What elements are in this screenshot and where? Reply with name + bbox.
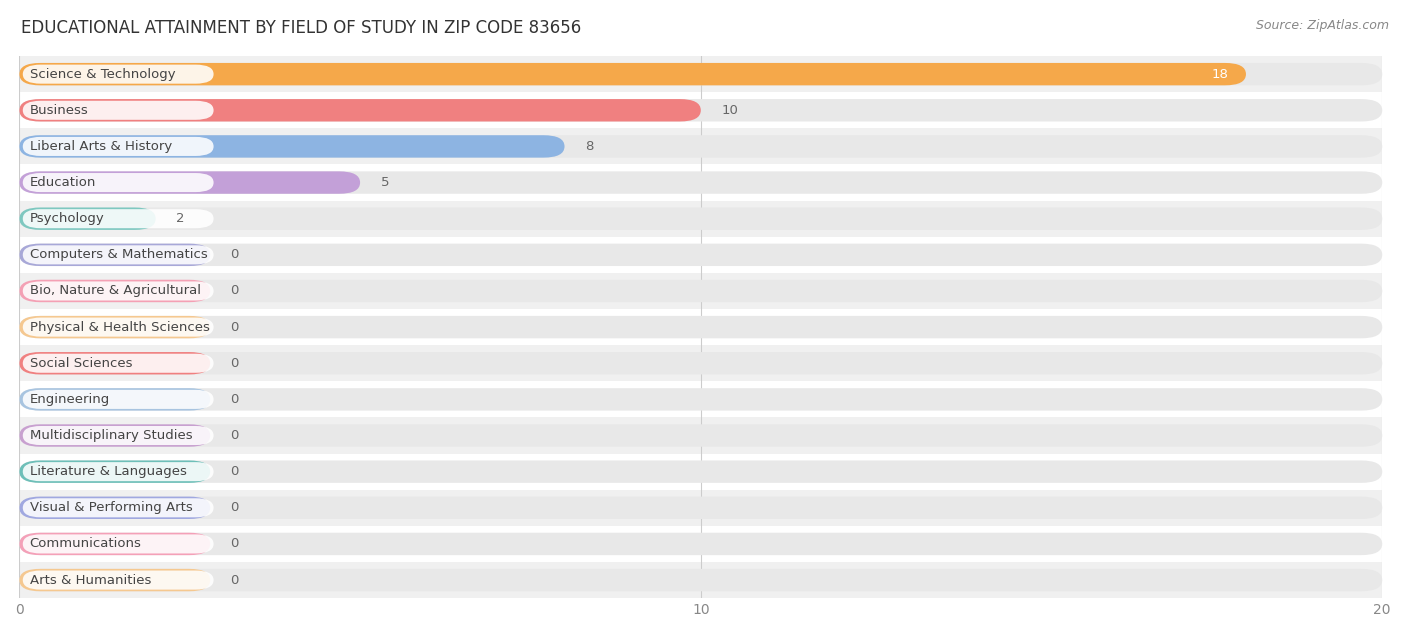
- FancyBboxPatch shape: [22, 535, 214, 554]
- FancyBboxPatch shape: [20, 135, 565, 157]
- Text: Business: Business: [30, 104, 89, 117]
- FancyBboxPatch shape: [20, 569, 1382, 592]
- Bar: [20, 345, 1382, 381]
- FancyBboxPatch shape: [20, 352, 1382, 374]
- Text: Multidisciplinary Studies: Multidisciplinary Studies: [30, 429, 193, 442]
- Text: Literature & Languages: Literature & Languages: [30, 465, 187, 478]
- FancyBboxPatch shape: [22, 281, 214, 300]
- Text: 0: 0: [231, 356, 239, 370]
- Text: Liberal Arts & History: Liberal Arts & History: [30, 140, 172, 153]
- FancyBboxPatch shape: [20, 569, 209, 592]
- Text: 0: 0: [231, 537, 239, 550]
- Text: Visual & Performing Arts: Visual & Performing Arts: [30, 501, 193, 514]
- Text: 0: 0: [231, 574, 239, 586]
- Text: Education: Education: [30, 176, 96, 189]
- FancyBboxPatch shape: [22, 318, 214, 337]
- Text: EDUCATIONAL ATTAINMENT BY FIELD OF STUDY IN ZIP CODE 83656: EDUCATIONAL ATTAINMENT BY FIELD OF STUDY…: [21, 19, 581, 37]
- FancyBboxPatch shape: [20, 316, 209, 338]
- Text: 10: 10: [721, 104, 738, 117]
- FancyBboxPatch shape: [20, 280, 209, 302]
- FancyBboxPatch shape: [20, 171, 1382, 194]
- FancyBboxPatch shape: [22, 426, 214, 445]
- Text: Social Sciences: Social Sciences: [30, 356, 132, 370]
- FancyBboxPatch shape: [20, 135, 1382, 157]
- FancyBboxPatch shape: [22, 173, 214, 192]
- FancyBboxPatch shape: [20, 497, 209, 519]
- Bar: [20, 562, 1382, 598]
- Bar: [20, 418, 1382, 454]
- FancyBboxPatch shape: [22, 137, 214, 156]
- FancyBboxPatch shape: [22, 498, 214, 518]
- Text: 8: 8: [585, 140, 593, 153]
- Bar: [20, 128, 1382, 164]
- Text: 0: 0: [231, 501, 239, 514]
- FancyBboxPatch shape: [20, 207, 156, 230]
- FancyBboxPatch shape: [20, 171, 360, 194]
- FancyBboxPatch shape: [22, 100, 214, 120]
- FancyBboxPatch shape: [22, 64, 214, 83]
- FancyBboxPatch shape: [20, 533, 209, 555]
- FancyBboxPatch shape: [20, 99, 1382, 121]
- Text: 5: 5: [381, 176, 389, 189]
- Text: 0: 0: [231, 393, 239, 406]
- Text: Communications: Communications: [30, 537, 142, 550]
- FancyBboxPatch shape: [22, 209, 214, 228]
- Text: 18: 18: [1212, 68, 1229, 81]
- FancyBboxPatch shape: [20, 424, 209, 447]
- FancyBboxPatch shape: [20, 461, 209, 483]
- FancyBboxPatch shape: [22, 354, 214, 373]
- Text: Psychology: Psychology: [30, 212, 104, 225]
- FancyBboxPatch shape: [20, 461, 1382, 483]
- FancyBboxPatch shape: [20, 207, 1382, 230]
- Text: 0: 0: [231, 320, 239, 334]
- FancyBboxPatch shape: [20, 533, 1382, 555]
- FancyBboxPatch shape: [20, 99, 700, 121]
- Text: Physical & Health Sciences: Physical & Health Sciences: [30, 320, 209, 334]
- Text: Bio, Nature & Agricultural: Bio, Nature & Agricultural: [30, 284, 201, 298]
- FancyBboxPatch shape: [20, 388, 209, 411]
- FancyBboxPatch shape: [22, 571, 214, 590]
- FancyBboxPatch shape: [22, 390, 214, 409]
- Text: Source: ZipAtlas.com: Source: ZipAtlas.com: [1256, 19, 1389, 32]
- FancyBboxPatch shape: [20, 316, 1382, 338]
- Bar: [20, 309, 1382, 345]
- FancyBboxPatch shape: [20, 424, 1382, 447]
- Text: Science & Technology: Science & Technology: [30, 68, 176, 81]
- Text: 0: 0: [231, 248, 239, 262]
- Bar: [20, 164, 1382, 200]
- FancyBboxPatch shape: [22, 245, 214, 264]
- Bar: [20, 381, 1382, 418]
- Text: 0: 0: [231, 429, 239, 442]
- Text: Arts & Humanities: Arts & Humanities: [30, 574, 150, 586]
- FancyBboxPatch shape: [20, 243, 1382, 266]
- FancyBboxPatch shape: [22, 462, 214, 481]
- Text: 0: 0: [231, 465, 239, 478]
- FancyBboxPatch shape: [20, 388, 1382, 411]
- Text: Computers & Mathematics: Computers & Mathematics: [30, 248, 207, 262]
- Bar: [20, 273, 1382, 309]
- Bar: [20, 490, 1382, 526]
- FancyBboxPatch shape: [20, 63, 1246, 85]
- FancyBboxPatch shape: [20, 280, 1382, 302]
- FancyBboxPatch shape: [20, 352, 209, 374]
- Bar: [20, 92, 1382, 128]
- Bar: [20, 56, 1382, 92]
- Text: 2: 2: [176, 212, 184, 225]
- Bar: [20, 200, 1382, 237]
- FancyBboxPatch shape: [20, 63, 1382, 85]
- Bar: [20, 237, 1382, 273]
- FancyBboxPatch shape: [20, 243, 209, 266]
- FancyBboxPatch shape: [20, 497, 1382, 519]
- Bar: [20, 526, 1382, 562]
- Text: Engineering: Engineering: [30, 393, 110, 406]
- Bar: [20, 454, 1382, 490]
- Text: 0: 0: [231, 284, 239, 298]
